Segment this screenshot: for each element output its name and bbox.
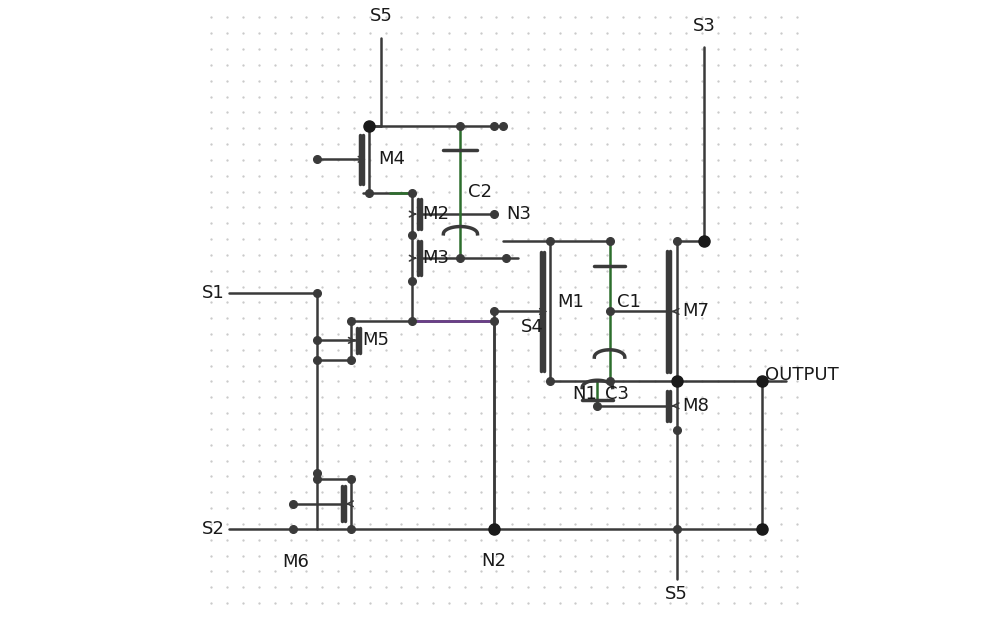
Text: S2: S2 xyxy=(201,520,224,538)
Text: OUTPUT: OUTPUT xyxy=(765,366,839,384)
Text: N3: N3 xyxy=(506,205,531,223)
Text: S4: S4 xyxy=(521,318,544,336)
Text: M8: M8 xyxy=(683,397,709,415)
Text: C2: C2 xyxy=(468,183,492,201)
Text: M3: M3 xyxy=(423,249,450,267)
Text: M6: M6 xyxy=(283,553,310,571)
Text: M2: M2 xyxy=(423,205,450,223)
Text: N2: N2 xyxy=(481,552,506,570)
Text: S5: S5 xyxy=(665,586,688,603)
Text: M1: M1 xyxy=(557,293,584,312)
Text: C1: C1 xyxy=(617,293,641,312)
Text: M4: M4 xyxy=(378,150,405,168)
Text: C3: C3 xyxy=(605,384,629,402)
Text: S5: S5 xyxy=(370,7,393,26)
Text: M5: M5 xyxy=(362,331,389,350)
Text: M7: M7 xyxy=(683,302,710,320)
Text: N1: N1 xyxy=(572,384,597,402)
Text: S1: S1 xyxy=(202,284,224,302)
Text: S3: S3 xyxy=(692,17,715,34)
